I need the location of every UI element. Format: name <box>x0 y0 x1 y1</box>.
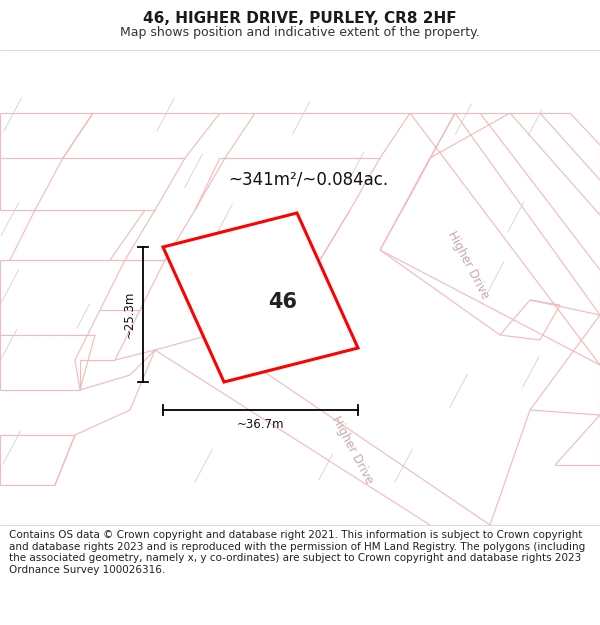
Polygon shape <box>455 104 472 134</box>
Polygon shape <box>4 98 22 131</box>
Polygon shape <box>1 202 19 236</box>
Text: ~341m²/~0.084ac.: ~341m²/~0.084ac. <box>228 171 388 189</box>
Polygon shape <box>194 449 212 482</box>
Polygon shape <box>215 204 232 238</box>
Polygon shape <box>157 98 175 131</box>
Polygon shape <box>319 454 333 481</box>
Polygon shape <box>163 213 358 382</box>
Polygon shape <box>2 431 20 465</box>
Text: 46: 46 <box>268 292 297 312</box>
Text: Contains OS data © Crown copyright and database right 2021. This information is : Contains OS data © Crown copyright and d… <box>9 530 585 575</box>
Polygon shape <box>528 109 542 136</box>
Text: ~36.7m: ~36.7m <box>237 418 284 431</box>
Polygon shape <box>292 101 310 134</box>
Text: Map shows position and indicative extent of the property.: Map shows position and indicative extent… <box>120 26 480 39</box>
Polygon shape <box>508 202 524 232</box>
Polygon shape <box>77 304 90 329</box>
Text: Higher Drive: Higher Drive <box>329 414 376 486</box>
Text: ~25.3m: ~25.3m <box>122 291 136 338</box>
Text: Higher Drive: Higher Drive <box>445 229 491 301</box>
Polygon shape <box>185 154 202 188</box>
Polygon shape <box>449 374 467 408</box>
Polygon shape <box>1 269 19 303</box>
Polygon shape <box>488 262 504 292</box>
Polygon shape <box>0 329 17 363</box>
Polygon shape <box>523 357 539 388</box>
Polygon shape <box>395 449 412 482</box>
Text: 46, HIGHER DRIVE, PURLEY, CR8 2HF: 46, HIGHER DRIVE, PURLEY, CR8 2HF <box>143 11 457 26</box>
Polygon shape <box>347 152 364 182</box>
